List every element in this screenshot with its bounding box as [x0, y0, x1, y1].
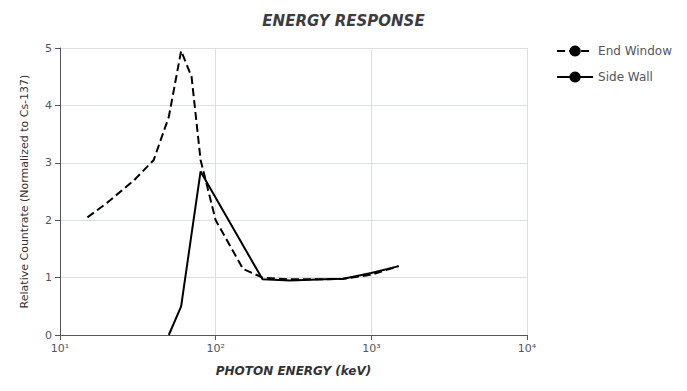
svg-text:4: 4	[45, 99, 52, 112]
svg-text:ENERGY RESPONSE: ENERGY RESPONSE	[262, 12, 425, 30]
svg-text:5: 5	[45, 42, 52, 55]
svg-text:End Window: End Window	[598, 44, 672, 58]
svg-text:1: 1	[45, 271, 52, 284]
svg-text:PHOTON ENERGY (keV): PHOTON ENERGY (keV)	[216, 364, 372, 378]
svg-text:Side Wall: Side Wall	[598, 70, 653, 84]
svg-text:2: 2	[45, 214, 52, 227]
svg-text:Relative Countrate (Normalized: Relative Countrate (Normalized to Cs-137…	[18, 75, 31, 309]
svg-text:3: 3	[45, 156, 52, 169]
svg-text:0: 0	[45, 329, 52, 342]
svg-text:10¹: 10¹	[51, 342, 69, 355]
svg-text:10⁴: 10⁴	[518, 342, 537, 355]
svg-text:10³: 10³	[362, 342, 380, 355]
svg-text:10²: 10²	[206, 342, 224, 355]
